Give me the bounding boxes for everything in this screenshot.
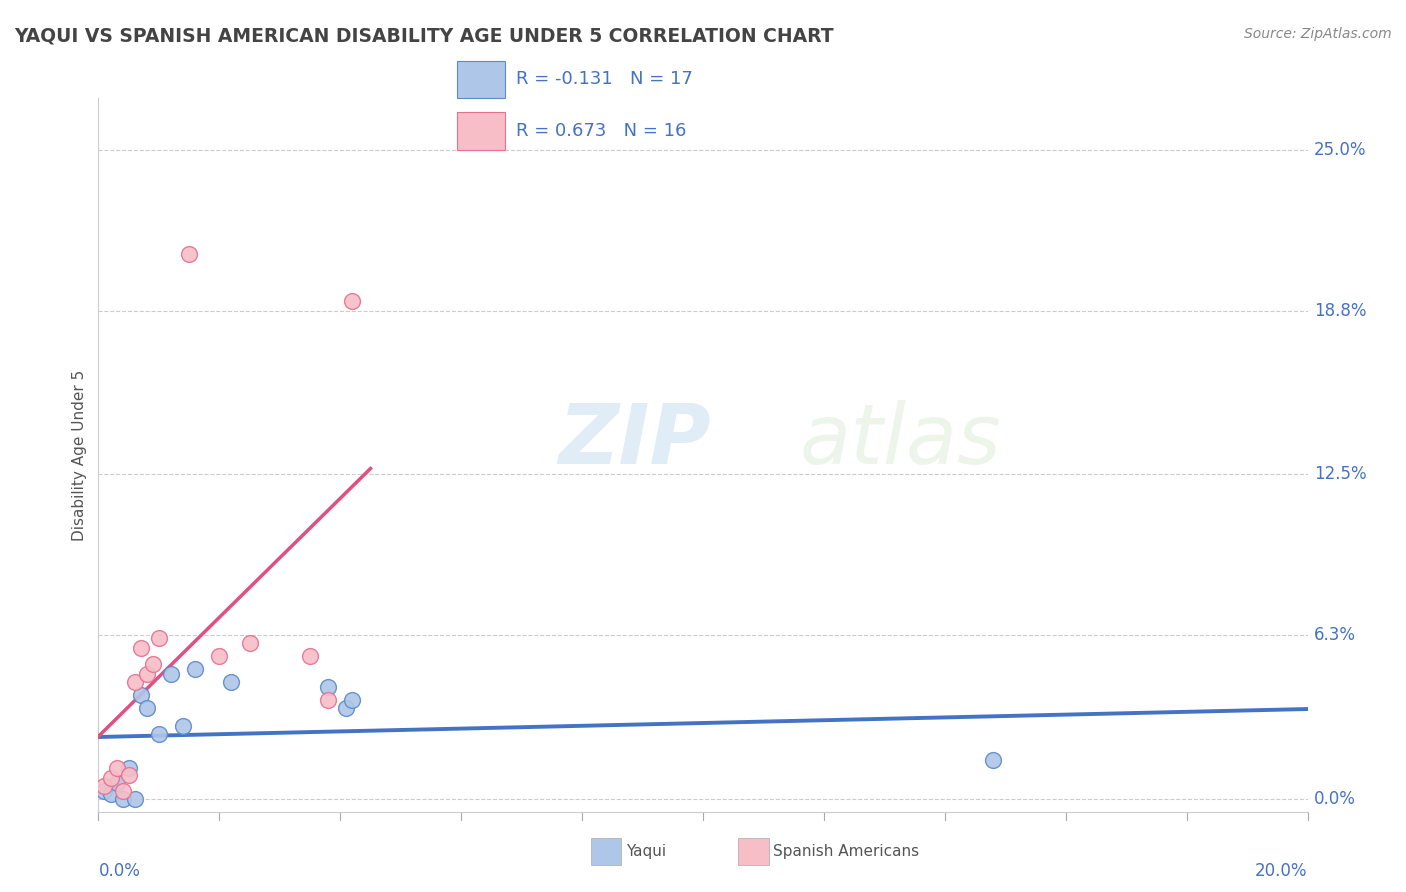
Point [93, 784, 115, 798]
Point [111, 784, 134, 798]
Text: 6.3%: 6.3% [1313, 626, 1355, 644]
Text: atlas: atlas [800, 401, 1001, 481]
Text: 18.8%: 18.8% [1313, 301, 1367, 320]
Point [239, 636, 262, 650]
Point [335, 701, 357, 715]
Text: Source: ZipAtlas.com: Source: ZipAtlas.com [1244, 27, 1392, 41]
Text: ZIP: ZIP [558, 401, 710, 481]
Text: 20.0%: 20.0% [1256, 862, 1308, 880]
Point [208, 648, 231, 663]
Point [981, 753, 1004, 767]
Point [135, 667, 157, 681]
Point [124, 675, 146, 690]
Point [184, 662, 207, 676]
Point [118, 761, 141, 775]
Text: 12.5%: 12.5% [1313, 466, 1367, 483]
Point [93, 779, 115, 793]
Text: YAQUI VS SPANISH AMERICAN DISABILITY AGE UNDER 5 CORRELATION CHART: YAQUI VS SPANISH AMERICAN DISABILITY AGE… [14, 27, 834, 45]
Bar [457, 61, 505, 98]
Text: Spanish Americans: Spanish Americans [773, 845, 920, 859]
Point [105, 776, 128, 790]
Point [179, 247, 201, 261]
Point [299, 648, 322, 663]
Point [316, 693, 339, 707]
Point [124, 791, 146, 805]
Point [142, 657, 165, 671]
Point [342, 693, 364, 707]
Point [172, 719, 194, 733]
Point [100, 771, 122, 785]
Point [129, 688, 152, 702]
Point [129, 641, 152, 656]
Text: 0.0%: 0.0% [1313, 789, 1355, 808]
Point [100, 787, 122, 801]
Text: R = -0.131   N = 17: R = -0.131 N = 17 [516, 70, 693, 88]
Text: 25.0%: 25.0% [1313, 141, 1367, 159]
Bar [457, 112, 505, 150]
Y-axis label: Disability Age Under 5: Disability Age Under 5 [72, 369, 87, 541]
Point [135, 701, 157, 715]
Point [148, 631, 170, 645]
Point [342, 293, 364, 308]
Point [111, 791, 134, 805]
Point [105, 761, 128, 775]
Text: Yaqui: Yaqui [626, 845, 666, 859]
Point [221, 675, 243, 690]
Text: 0.0%: 0.0% [98, 862, 141, 880]
Point [118, 768, 141, 782]
Point [148, 727, 170, 741]
Point [160, 667, 183, 681]
Point [316, 680, 339, 694]
Text: R = 0.673   N = 16: R = 0.673 N = 16 [516, 121, 686, 139]
